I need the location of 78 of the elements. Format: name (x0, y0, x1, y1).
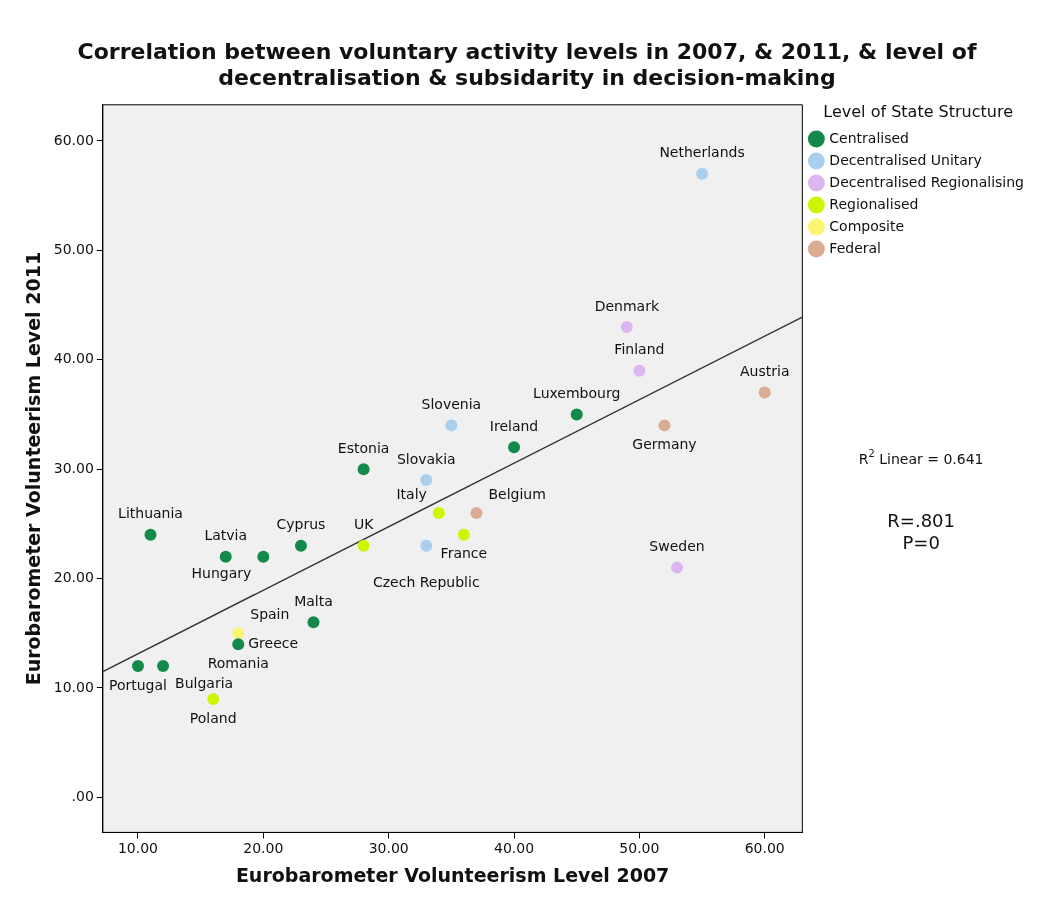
text: P=0 (902, 531, 940, 553)
annotation: Austria (740, 363, 790, 380)
annotation: Netherlands (659, 144, 745, 161)
point (420, 539, 433, 552)
x-tick-label: 20.00 (243, 840, 284, 857)
annotation: Poland (189, 709, 237, 726)
annotation: Italy (396, 485, 427, 502)
point (633, 364, 646, 377)
annotation: Finland (614, 341, 665, 358)
point (457, 528, 470, 541)
annotation: Greece (248, 634, 299, 651)
point (420, 474, 433, 487)
annotation: Portugal (108, 676, 167, 693)
annotation: Spain (250, 605, 290, 622)
point (570, 408, 583, 421)
point (257, 550, 270, 563)
point (470, 506, 483, 519)
y-tick-label: 10.00 (53, 678, 94, 695)
x-tick-label: 60.00 (744, 840, 785, 857)
point (131, 660, 144, 673)
annotation: Ireland (489, 417, 539, 434)
point (232, 627, 245, 640)
annotation: Malta (294, 592, 333, 609)
point (294, 539, 307, 552)
x-tick-label: 10.00 (117, 840, 159, 857)
legend-label: Federal (829, 239, 881, 256)
annotation: Estonia (337, 439, 390, 456)
annotation: Bulgaria (175, 674, 234, 691)
x-tick-label: 50.00 (619, 840, 660, 857)
point (445, 419, 458, 432)
annotation: Germany (632, 436, 697, 453)
annotation: Belgium (488, 485, 546, 502)
annotation: UK (353, 516, 375, 533)
point (620, 320, 633, 333)
annotation: Hungary (191, 565, 252, 582)
x-tick-label: 40.00 (493, 840, 535, 857)
y-axis-title: Eurobarometer Volunteerism Level 2011 (22, 251, 45, 686)
y-tick-label: 50.00 (53, 240, 94, 257)
point (357, 539, 370, 552)
y-tick-label: .00 (71, 788, 94, 805)
point (658, 419, 671, 432)
annotation: Sweden (649, 538, 705, 555)
point (696, 167, 709, 180)
point (207, 692, 220, 705)
x-tick-label: 30.00 (368, 840, 409, 857)
point (357, 463, 370, 476)
chart-title: Correlation between voluntary activity levels in 2007, & 2011, & level of decentralisation & subsidarity in decision-making (77, 38, 977, 91)
legend-label: Centralised (829, 129, 910, 146)
y-tick-label: 60.00 (53, 131, 94, 148)
y-tick-label: 20.00 (53, 569, 94, 586)
point (232, 638, 245, 651)
point (219, 550, 232, 563)
annotation: France (440, 545, 488, 562)
annotation: Slovakia (396, 450, 456, 467)
annotation: Czech Republic (372, 574, 480, 591)
x-axis-title: Eurobarometer Volunteerism Level 2007 (235, 863, 670, 886)
annotation: Cyprus (276, 516, 326, 533)
annotation: Luxembourg (533, 385, 621, 402)
legend-label: Regionalised (829, 195, 919, 212)
point (307, 616, 320, 629)
annotation: Latvia (204, 527, 248, 544)
legend-label: Composite (829, 217, 905, 234)
annotation: Romania (207, 654, 269, 671)
text: R=.801 (887, 509, 956, 531)
point (432, 506, 445, 519)
point (508, 441, 521, 454)
y-tick-label: 40.00 (53, 350, 94, 367)
legend-label: Decentralised Unitary (829, 151, 982, 168)
point (157, 660, 170, 673)
point (758, 386, 771, 399)
point (670, 561, 683, 574)
y-tick-label: 30.00 (53, 459, 94, 476)
legend-label: Decentralised Regionalising (829, 173, 1024, 190)
annotation: Denmark (594, 297, 660, 314)
annotation: Lithuania (118, 505, 183, 522)
legend-title: Level of State Structure (823, 101, 1014, 121)
point (144, 528, 157, 541)
annotation: Slovenia (421, 396, 482, 413)
